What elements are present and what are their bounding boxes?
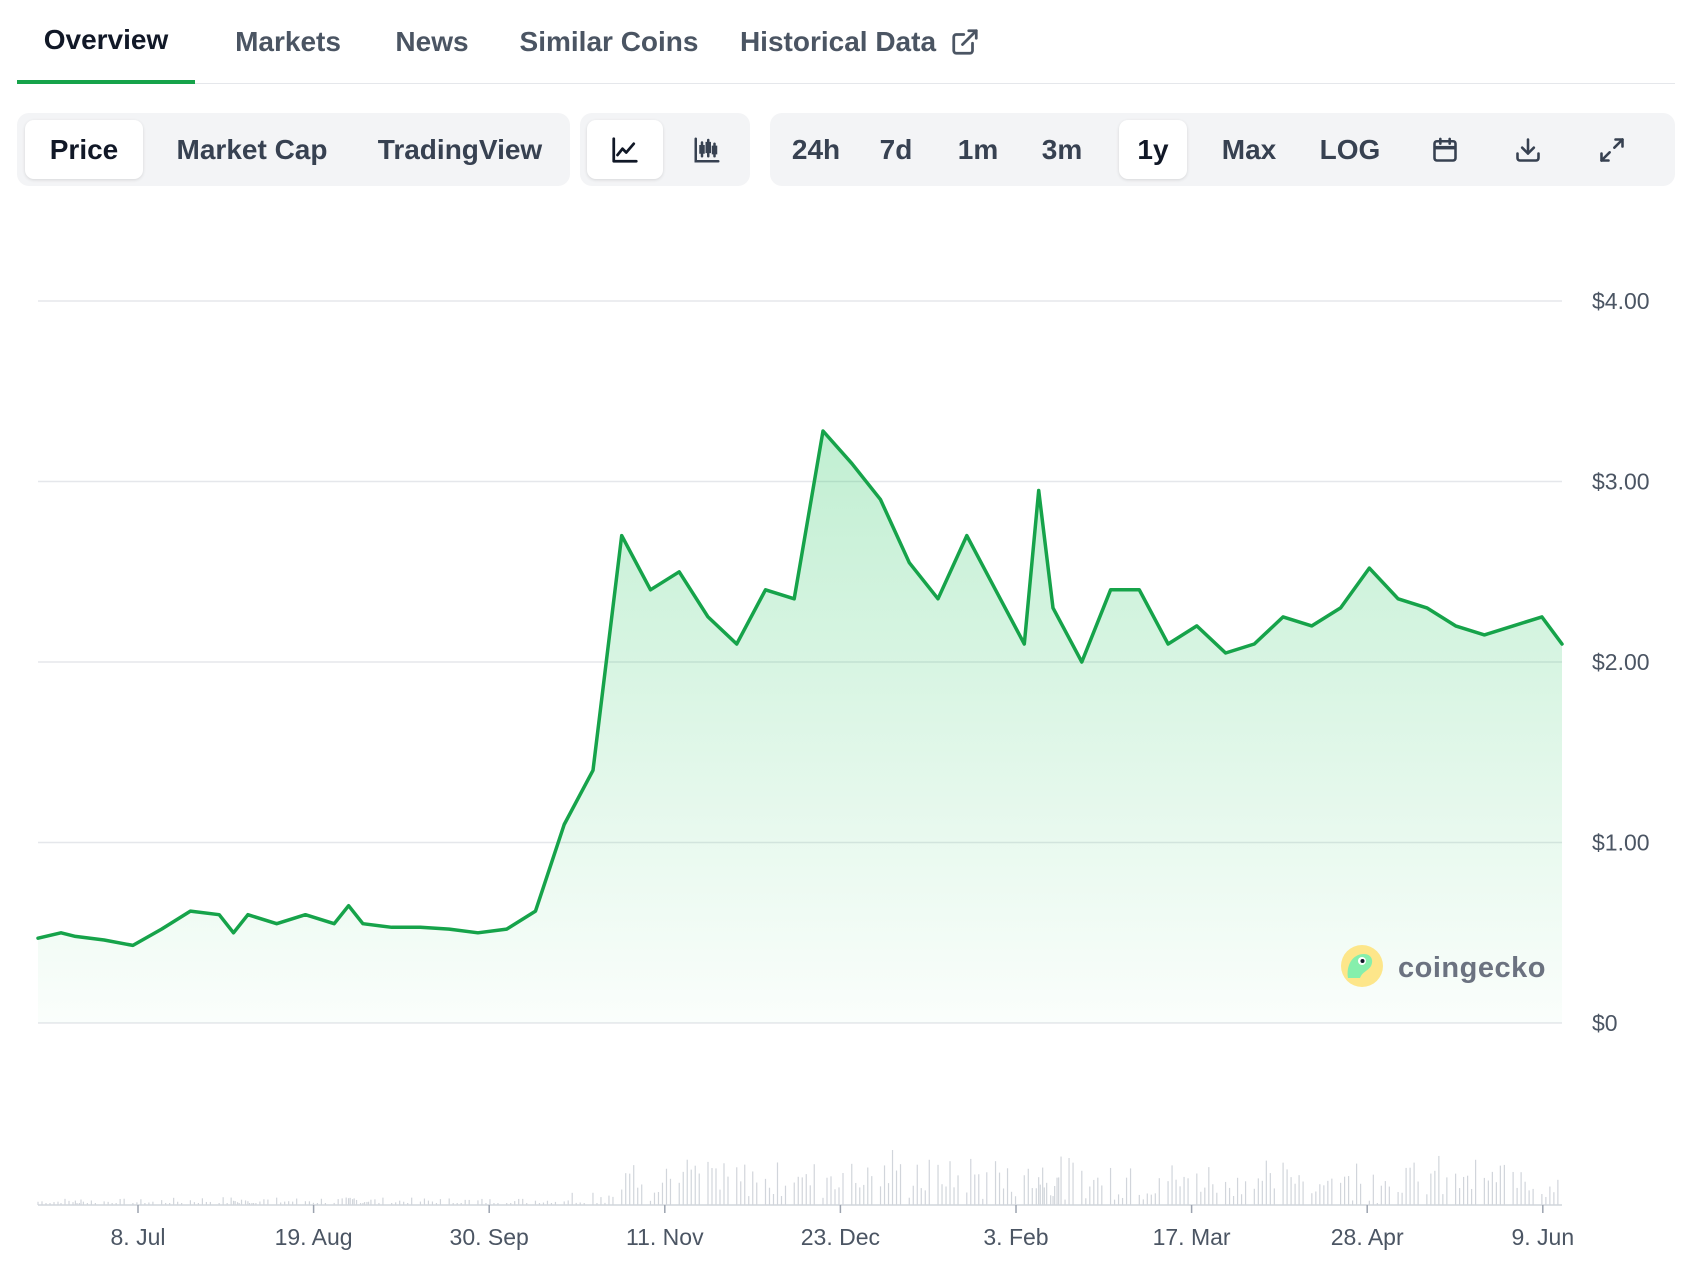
price-button[interactable]: Price	[25, 120, 143, 179]
y-tick-label: $4.00	[1592, 288, 1650, 314]
market-cap-button-label: Market Cap	[176, 133, 328, 165]
x-tick-label: 3. Feb	[983, 1224, 1048, 1250]
tab-news[interactable]: News	[382, 0, 482, 84]
tab-markets-label: Markets	[235, 26, 341, 57]
tradingview-button-label: TradingView	[377, 133, 543, 165]
x-tick-label: 28. Apr	[1331, 1224, 1404, 1250]
tab-historical-data[interactable]: Historical Data	[735, 0, 985, 84]
calendar-icon	[1431, 136, 1459, 164]
price-area-fill	[38, 431, 1562, 1023]
range-7d-button[interactable]: 7d	[864, 120, 928, 179]
x-tick-label: 11. Nov	[626, 1224, 704, 1250]
range-1y-button[interactable]: 1y	[1119, 120, 1187, 179]
calendar-button[interactable]	[1413, 120, 1477, 179]
expand-button[interactable]	[1580, 120, 1644, 179]
price-chart: $0 $1.00 $2.00 $3.00 $4.00 8. Jul 19. Aug 30. …	[36, 288, 1650, 1250]
x-tick-label: 9. Jun	[1511, 1224, 1574, 1250]
tab-overview[interactable]: Overview	[17, 0, 195, 84]
range-1m-button[interactable]: 1m	[945, 120, 1011, 179]
line-chart-button[interactable]	[587, 120, 663, 179]
x-tick-label: 8. Jul	[111, 1224, 166, 1250]
range-max-button[interactable]: Max	[1206, 120, 1292, 179]
x-tick-label: 23. Dec	[801, 1224, 880, 1250]
x-tick-label: 17. Mar	[1153, 1224, 1231, 1250]
metric-selector: Price Market Cap TradingView	[17, 113, 570, 186]
range-7d-label: 7d	[879, 133, 913, 165]
log-scale-label: LOG	[1319, 133, 1381, 165]
range-1m-label: 1m	[957, 133, 999, 165]
tab-historical-data-label: Historical Data	[739, 26, 937, 57]
range-24h-label: 24h	[791, 133, 841, 165]
watermark-text: coingecko	[1398, 952, 1546, 984]
external-link-icon	[950, 27, 980, 57]
y-tick-label: $0	[1592, 1010, 1618, 1036]
coingecko-watermark: coingecko	[1340, 944, 1546, 993]
expand-icon	[1598, 136, 1626, 164]
tab-news-label: News	[395, 26, 469, 57]
y-tick-label: $3.00	[1592, 469, 1650, 495]
x-tick-label: 19. Aug	[275, 1224, 353, 1250]
tab-similar-coins-label: Similar Coins	[519, 26, 699, 57]
tradingview-button[interactable]: TradingView	[361, 120, 559, 179]
y-axis-ticks: $0 $1.00 $2.00 $3.00 $4.00	[1592, 288, 1650, 1036]
line-chart-icon	[610, 135, 640, 165]
candlestick-chart-icon	[692, 135, 722, 165]
range-24h-button[interactable]: 24h	[780, 120, 852, 179]
chart-style-selector	[580, 113, 750, 186]
y-tick-label: $1.00	[1592, 830, 1650, 856]
tab-bar: Overview Markets News Similar Coins Hist…	[17, 0, 1675, 84]
range-3m-button[interactable]: 3m	[1028, 120, 1096, 179]
y-tick-label: $2.00	[1592, 649, 1650, 675]
tab-similar-coins[interactable]: Similar Coins	[512, 0, 706, 84]
coingecko-logo-icon	[1340, 944, 1384, 993]
market-cap-button[interactable]: Market Cap	[157, 120, 347, 179]
candlestick-chart-button[interactable]	[670, 120, 744, 179]
range-3m-label: 3m	[1041, 133, 1083, 165]
range-1y-label: 1y	[1137, 133, 1169, 165]
range-selector: 24h 7d 1m 3m 1y Max LOG	[770, 113, 1675, 186]
download-button[interactable]	[1496, 120, 1560, 179]
tab-overview-label: Overview	[43, 24, 169, 55]
price-button-label: Price	[49, 133, 119, 165]
x-axis-ticks: 8. Jul 19. Aug 30. Sep 11. Nov 23. Dec 3. Feb…	[111, 1205, 1574, 1250]
tab-markets[interactable]: Markets	[222, 0, 354, 84]
range-max-label: Max	[1221, 133, 1277, 165]
download-icon	[1514, 136, 1542, 164]
price-line	[36, 429, 1564, 948]
log-scale-button[interactable]: LOG	[1305, 120, 1395, 179]
x-tick-label: 30. Sep	[450, 1224, 529, 1250]
volume-bars	[37, 1150, 1559, 1205]
